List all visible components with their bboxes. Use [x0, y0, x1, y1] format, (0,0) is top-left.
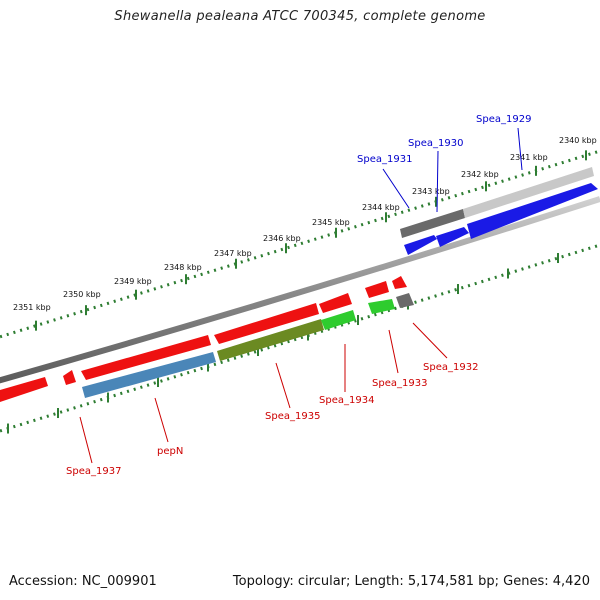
- kbp-label: 2346 kbp: [263, 234, 301, 243]
- gene-label-spea-1934[interactable]: Spea_1934: [319, 395, 374, 406]
- kbp-label: 2348 kbp: [164, 263, 202, 272]
- gene-feature-red[interactable]: [365, 281, 389, 298]
- kbp-label: 2347 kbp: [214, 249, 252, 258]
- accession-text: Accession: NC_009901: [9, 574, 157, 589]
- gene-label-spea-1931[interactable]: Spea_1931: [357, 154, 412, 165]
- gene-feature-blue[interactable]: [404, 235, 437, 255]
- map-title: Shewanella pealeana ATCC 700345, complet…: [114, 9, 486, 24]
- gene-labels: Spea_1929 Spea_1930 Spea_1931 Spea_1932 …: [66, 114, 531, 477]
- kbp-label: 2341 kbp: [510, 153, 548, 162]
- forward-strand: [400, 167, 598, 255]
- topology-text: Topology: circular; Length: 5,174,581 bp…: [232, 574, 590, 589]
- gene-feature-olive[interactable]: [217, 319, 324, 361]
- gene-feature-red[interactable]: [214, 303, 319, 344]
- outer-ruler: [0, 149, 600, 339]
- inner-ruler: [0, 243, 600, 433]
- gene-feature-steel[interactable]: [82, 352, 216, 398]
- reverse-strand: [0, 276, 414, 402]
- inner-ruler-ticks: [7, 253, 559, 434]
- gene-feature-red[interactable]: [63, 370, 76, 385]
- leader-lines: [79, 127, 523, 464]
- kbp-label: 2350 kbp: [63, 290, 101, 299]
- outer-ruler-ticks: [35, 150, 587, 331]
- kbp-label: 2344 kbp: [362, 203, 400, 212]
- gene-feature-green[interactable]: [368, 299, 395, 314]
- kbp-label: 2342 kbp: [461, 170, 499, 179]
- kbp-label: 2349 kbp: [114, 277, 152, 286]
- gene-feature-red[interactable]: [0, 377, 48, 402]
- gene-feature-red[interactable]: [392, 276, 407, 289]
- gene-label-spea-1932[interactable]: Spea_1932: [423, 362, 478, 373]
- gene-label-spea-1929[interactable]: Spea_1929: [476, 114, 531, 125]
- gene-label-spea-1933[interactable]: Spea_1933: [372, 378, 427, 389]
- gene-feature-lightgrey[interactable]: [463, 167, 594, 218]
- kbp-label: 2340 kbp: [559, 136, 597, 145]
- kbp-label: 2351 kbp: [13, 303, 51, 312]
- gene-label-spea-1935[interactable]: Spea_1935: [265, 411, 320, 422]
- kbp-labels: 2340 kbp 2341 kbp 2342 kbp 2343 kbp 2344…: [13, 136, 597, 312]
- gene-label-pepn[interactable]: pepN: [157, 446, 183, 457]
- kbp-label: 2343 kbp: [412, 187, 450, 196]
- gene-feature-red[interactable]: [81, 335, 211, 380]
- gene-feature-blue[interactable]: [467, 183, 598, 239]
- gene-feature-green[interactable]: [321, 310, 356, 330]
- backbone: [0, 196, 600, 384]
- kbp-label: 2345 kbp: [312, 218, 350, 227]
- gene-label-spea-1937[interactable]: Spea_1937: [66, 466, 121, 477]
- gene-feature-grey[interactable]: [396, 293, 414, 308]
- gene-feature-grey[interactable]: [400, 209, 465, 238]
- gene-feature-blue[interactable]: [436, 227, 469, 247]
- gene-feature-red[interactable]: [319, 293, 352, 313]
- gene-label-spea-1930[interactable]: Spea_1930: [408, 138, 463, 149]
